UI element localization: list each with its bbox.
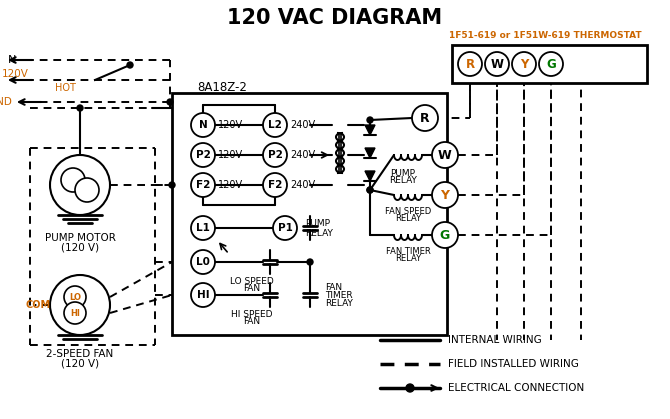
Polygon shape [365, 171, 375, 181]
Text: Y: Y [520, 57, 528, 70]
Text: L0: L0 [196, 257, 210, 267]
FancyBboxPatch shape [452, 45, 647, 83]
Text: FAN SPEED: FAN SPEED [385, 207, 431, 216]
Text: 240V: 240V [290, 120, 315, 130]
Text: 120V: 120V [218, 150, 243, 160]
Text: L2: L2 [268, 120, 282, 130]
Circle shape [191, 113, 215, 137]
Text: 8A18Z-2: 8A18Z-2 [197, 80, 247, 93]
Text: HOT: HOT [55, 83, 76, 93]
Circle shape [64, 302, 86, 324]
Text: RELAY: RELAY [389, 176, 417, 185]
Text: 240V: 240V [290, 180, 315, 190]
Circle shape [367, 187, 373, 193]
Text: N: N [8, 55, 16, 65]
Text: Y: Y [440, 189, 450, 202]
Text: 120 VAC DIAGRAM: 120 VAC DIAGRAM [227, 8, 443, 28]
Text: HI: HI [197, 290, 209, 300]
Circle shape [77, 105, 83, 111]
Text: TIMER: TIMER [325, 290, 352, 300]
Text: N: N [198, 120, 208, 130]
Text: ELECTRICAL CONNECTION: ELECTRICAL CONNECTION [448, 383, 584, 393]
Text: G: G [440, 228, 450, 241]
Circle shape [539, 52, 563, 76]
Text: HI SPEED: HI SPEED [231, 310, 273, 319]
Text: RELAY: RELAY [395, 254, 421, 263]
Text: P2: P2 [196, 150, 210, 160]
Circle shape [191, 250, 215, 274]
Text: RELAY: RELAY [325, 298, 353, 308]
Text: 120V: 120V [218, 120, 243, 130]
Circle shape [191, 173, 215, 197]
Circle shape [263, 113, 287, 137]
Text: FAN: FAN [325, 282, 342, 292]
Text: P2: P2 [267, 150, 283, 160]
Text: (120 V): (120 V) [61, 358, 99, 368]
Text: (120 V): (120 V) [61, 242, 99, 252]
Text: R: R [420, 111, 430, 124]
Text: 240V: 240V [290, 150, 315, 160]
Text: RELAY: RELAY [305, 228, 333, 238]
Circle shape [307, 259, 313, 265]
Text: FAN TIMER: FAN TIMER [386, 247, 430, 256]
Text: F2: F2 [268, 180, 282, 190]
Text: COM: COM [25, 300, 50, 310]
Circle shape [50, 155, 110, 215]
Text: RELAY: RELAY [395, 214, 421, 223]
Circle shape [127, 62, 133, 68]
Circle shape [61, 168, 85, 192]
Circle shape [432, 222, 458, 248]
Text: 120V: 120V [218, 180, 243, 190]
Circle shape [412, 105, 438, 131]
Text: HI: HI [70, 308, 80, 318]
Circle shape [263, 143, 287, 167]
Text: 1F51-619 or 1F51W-619 THERMOSTAT: 1F51-619 or 1F51W-619 THERMOSTAT [449, 31, 641, 39]
Circle shape [367, 117, 373, 123]
Text: LO SPEED: LO SPEED [230, 277, 274, 286]
Text: PUMP MOTOR: PUMP MOTOR [45, 233, 115, 243]
Circle shape [169, 182, 175, 188]
Circle shape [458, 52, 482, 76]
Circle shape [432, 142, 458, 168]
Text: FIELD INSTALLED WIRING: FIELD INSTALLED WIRING [448, 359, 579, 369]
Polygon shape [365, 125, 375, 135]
Circle shape [485, 52, 509, 76]
Text: P1: P1 [277, 223, 292, 233]
Circle shape [64, 286, 86, 308]
Text: F2: F2 [196, 180, 210, 190]
Circle shape [191, 143, 215, 167]
Text: FAN: FAN [243, 284, 261, 293]
Polygon shape [365, 148, 375, 158]
Circle shape [50, 275, 110, 335]
Text: LO: LO [69, 292, 81, 302]
Text: W: W [438, 148, 452, 161]
Text: FAN: FAN [243, 317, 261, 326]
Circle shape [75, 178, 99, 202]
Circle shape [367, 187, 373, 193]
Text: G: G [546, 57, 556, 70]
Text: INTERNAL WIRING: INTERNAL WIRING [448, 335, 542, 345]
Circle shape [191, 216, 215, 240]
Text: 120V: 120V [2, 69, 29, 79]
Text: PUMP: PUMP [305, 218, 330, 228]
Circle shape [512, 52, 536, 76]
Text: L1: L1 [196, 223, 210, 233]
Circle shape [432, 182, 458, 208]
Text: W: W [490, 57, 503, 70]
Circle shape [273, 216, 297, 240]
FancyBboxPatch shape [172, 93, 447, 335]
Circle shape [191, 283, 215, 307]
Text: R: R [466, 57, 474, 70]
Circle shape [167, 99, 173, 105]
Text: PUMP: PUMP [391, 169, 415, 178]
Circle shape [263, 173, 287, 197]
Text: 2-SPEED FAN: 2-SPEED FAN [46, 349, 114, 359]
Text: GND: GND [0, 97, 12, 107]
Circle shape [406, 384, 414, 392]
